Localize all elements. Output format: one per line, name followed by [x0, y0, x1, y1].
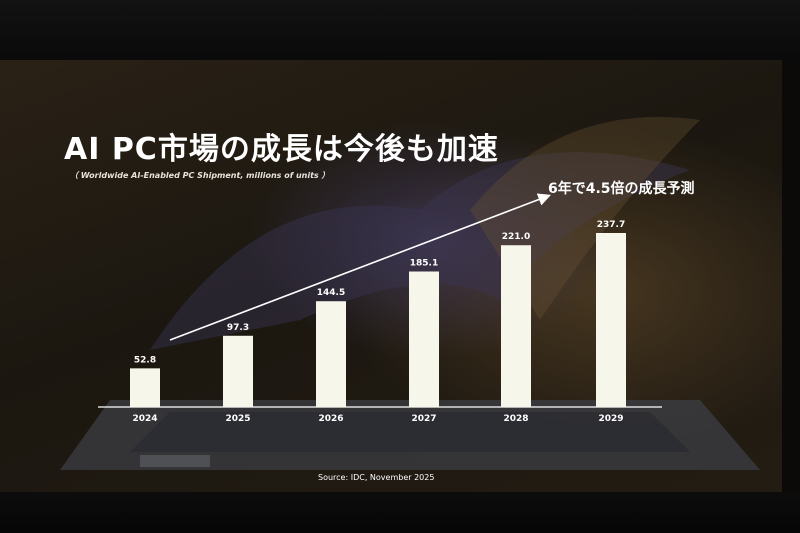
laptop-illustration	[60, 116, 760, 470]
bar-2024	[130, 368, 160, 407]
bar-2026	[316, 301, 346, 407]
value-label-2025: 97.3	[227, 323, 249, 333]
x-tick-2028: 2028	[503, 414, 528, 424]
bar-2025	[223, 335, 253, 407]
value-label-2024: 52.8	[134, 355, 156, 365]
value-label-2027: 185.1	[410, 259, 438, 269]
growth-arrow	[169, 193, 551, 341]
bar-2027	[409, 271, 439, 407]
value-label-2026: 144.5	[317, 288, 345, 298]
value-label-2029: 237.7	[597, 220, 625, 230]
value-label-2028: 221.0	[502, 232, 530, 242]
room-floor	[0, 492, 800, 533]
slide-title: AI PC市場の成長は今後も加速	[64, 132, 499, 167]
x-tick-2026: 2026	[318, 414, 343, 424]
bar-2029	[596, 233, 626, 407]
x-tick-2029: 2029	[598, 414, 623, 424]
room-wall-top	[0, 0, 800, 62]
x-tick-2027: 2027	[411, 414, 436, 424]
growth-annotation: 6年で4.5倍の成長予測	[548, 181, 695, 197]
x-tick-2024: 2024	[132, 414, 157, 424]
source-note: Source: IDC, November 2025	[318, 473, 435, 482]
x-tick-2025: 2025	[225, 414, 250, 424]
slide-subtitle: （ Worldwide AI-Enabled PC Shipment, mill…	[70, 171, 330, 180]
bar-2028	[501, 245, 531, 407]
projection-screen	[0, 60, 782, 492]
bars-group: 52.8 2024 97.3 2025 144.5 2026 185.1 2027 221.0 2…	[130, 220, 626, 424]
